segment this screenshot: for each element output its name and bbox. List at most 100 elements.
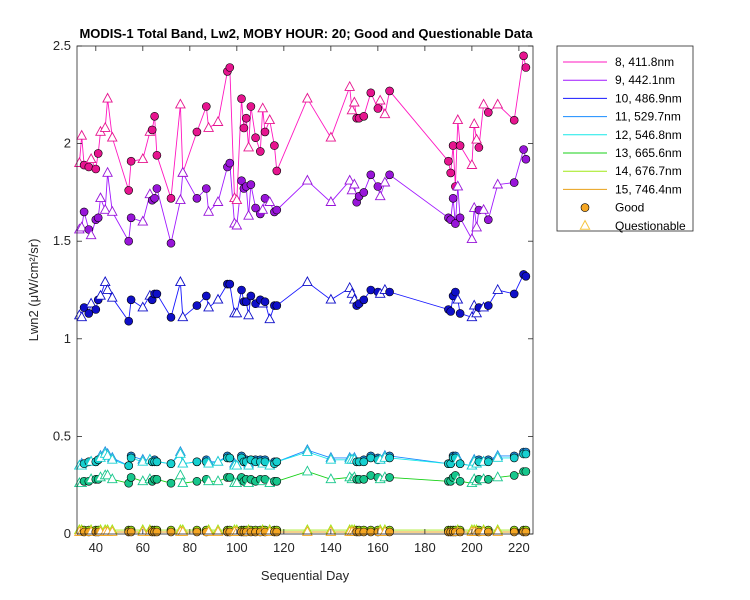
data-point-good bbox=[237, 176, 246, 185]
data-point-questionable bbox=[85, 297, 97, 308]
data-point-good bbox=[241, 113, 251, 123]
data-point-questionable bbox=[174, 98, 186, 109]
data-point-good bbox=[521, 467, 531, 476]
data-point-questionable bbox=[177, 477, 189, 488]
data-point-questionable bbox=[212, 115, 224, 126]
data-point-good bbox=[446, 307, 456, 316]
data-point-questionable bbox=[212, 293, 224, 304]
y-tick-label: 2 bbox=[64, 136, 71, 151]
data-point-questionable bbox=[301, 174, 313, 185]
data-point-good bbox=[152, 151, 162, 160]
data-point-questionable bbox=[492, 471, 504, 482]
data-point-good bbox=[192, 127, 202, 137]
data-point-good bbox=[91, 164, 101, 174]
chart-title: MODIS-1 Total Band, Lw2, MOBY HOUR: 20; … bbox=[79, 26, 533, 41]
data-point-questionable bbox=[379, 108, 391, 119]
data-point-good bbox=[166, 478, 176, 488]
data-point-good bbox=[166, 312, 176, 322]
data-point-good bbox=[246, 291, 256, 301]
data-point-good bbox=[483, 527, 493, 537]
data-point-questionable bbox=[203, 457, 215, 468]
data-point-good bbox=[79, 303, 89, 312]
data-point-good bbox=[93, 149, 103, 158]
data-point-questionable bbox=[174, 276, 186, 287]
y-axis: 0 0.5 1 1.5 2 2.5 bbox=[53, 38, 533, 541]
data-point-questionable bbox=[344, 80, 356, 91]
data-point-questionable bbox=[231, 477, 243, 488]
data-point-good bbox=[124, 186, 133, 195]
data-point-good bbox=[385, 86, 394, 96]
data-point-questionable bbox=[106, 473, 118, 484]
data-point-good bbox=[359, 188, 369, 197]
data-point-good bbox=[166, 459, 176, 469]
data-point-questionable bbox=[379, 176, 391, 187]
data-point-questionable bbox=[177, 311, 189, 322]
data-point-questionable bbox=[102, 469, 113, 480]
data-point-good bbox=[270, 141, 279, 150]
legend-label: 13, 665.6nm bbox=[615, 146, 682, 160]
data-point-questionable bbox=[95, 192, 106, 203]
data-point-good bbox=[446, 168, 456, 178]
data-point-questionable bbox=[301, 276, 313, 287]
x-tick-label: 60 bbox=[136, 540, 150, 555]
x-tick-label: 220 bbox=[508, 540, 530, 555]
data-point-good bbox=[373, 104, 383, 113]
data-point-questionable bbox=[301, 445, 313, 456]
data-point-questionable bbox=[325, 293, 337, 304]
data-point-questionable bbox=[177, 457, 189, 468]
data-point-questionable bbox=[264, 114, 276, 125]
data-point-questionable bbox=[212, 475, 224, 486]
data-point-questionable bbox=[346, 104, 358, 115]
data-point-good bbox=[91, 305, 101, 314]
data-point-good bbox=[79, 207, 89, 217]
data-point-questionable bbox=[325, 131, 337, 142]
data-point-questionable bbox=[85, 229, 97, 240]
data-point-good bbox=[373, 182, 383, 191]
data-point-questionable bbox=[452, 293, 464, 304]
data-point-questionable bbox=[466, 158, 478, 169]
data-point-good bbox=[366, 285, 376, 295]
data-point-good bbox=[192, 301, 202, 310]
data-point-good bbox=[385, 473, 394, 482]
data-point-good bbox=[455, 527, 465, 537]
data-point-questionable bbox=[137, 153, 149, 164]
data-point-good bbox=[509, 178, 519, 187]
data-point-good bbox=[147, 125, 157, 135]
y-tick-label: 2.5 bbox=[53, 38, 71, 53]
data-point-questionable bbox=[466, 233, 478, 244]
data-point-questionable bbox=[99, 121, 111, 132]
data-point-questionable bbox=[264, 313, 276, 324]
data-point-good bbox=[272, 205, 282, 215]
data-point-good bbox=[237, 94, 246, 103]
data-point-good bbox=[359, 474, 369, 484]
data-point-questionable bbox=[106, 131, 118, 142]
data-point-questionable bbox=[203, 205, 215, 216]
data-point-good bbox=[272, 527, 282, 537]
data-point-good bbox=[251, 133, 260, 142]
data-point-good bbox=[521, 527, 531, 537]
data-point-questionable bbox=[478, 98, 490, 109]
legend-box bbox=[556, 45, 694, 232]
data-point-questionable bbox=[374, 94, 386, 105]
data-point-good bbox=[225, 453, 235, 463]
data-point-good bbox=[521, 154, 531, 164]
data-point-questionable bbox=[471, 221, 483, 232]
data-point-questionable bbox=[95, 289, 106, 300]
data-point-questionable bbox=[85, 153, 97, 164]
x-tick-label: 160 bbox=[367, 540, 389, 555]
data-point-good bbox=[246, 102, 256, 111]
x-tick-label: 180 bbox=[414, 540, 436, 555]
data-point-good bbox=[124, 236, 133, 246]
data-point-questionable bbox=[231, 219, 243, 230]
x-tick-label: 100 bbox=[226, 540, 248, 555]
data-point-good bbox=[202, 102, 211, 111]
data-point-good bbox=[521, 449, 531, 459]
data-point-questionable bbox=[106, 291, 118, 302]
data-point-good bbox=[152, 527, 162, 537]
data-point-questionable bbox=[231, 194, 243, 205]
legend: 8, 411.8nm 9, 442.1nm 10, 486.9nm 11, 529.7… bbox=[556, 45, 694, 233]
data-point-questionable bbox=[374, 190, 386, 201]
data-point-good bbox=[483, 301, 493, 310]
x-axis-label: Sequential Day bbox=[261, 568, 350, 583]
